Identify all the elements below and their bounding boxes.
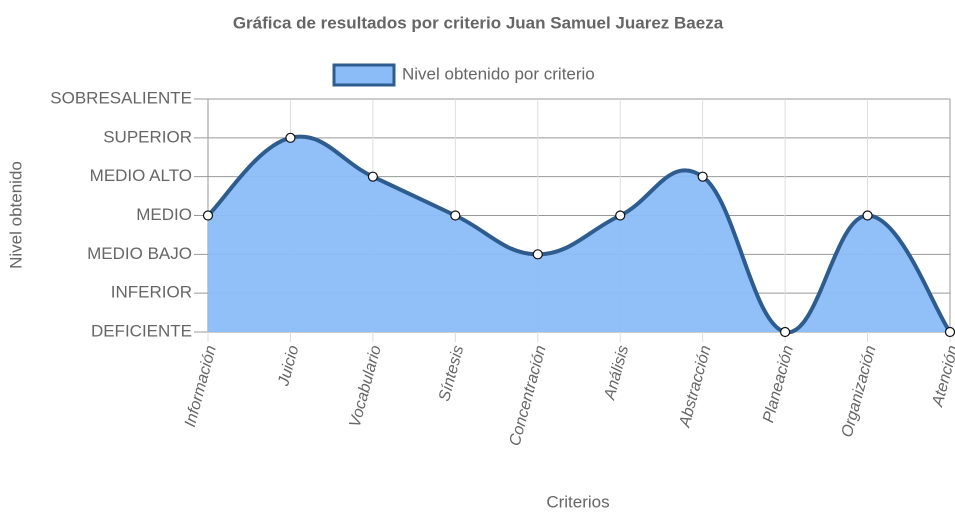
x-tick-label: Juicio <box>275 344 302 389</box>
chart-title: Gráfica de resultados por criterio Juan … <box>233 13 724 32</box>
y-tick-label: MEDIO ALTO <box>90 166 192 185</box>
y-tick-label: DEFICIENTE <box>91 321 192 340</box>
y-axis-title: Nivel obtenido <box>6 161 25 269</box>
point <box>780 326 791 338</box>
point <box>944 326 955 338</box>
x-tick-label: Vocabulario <box>347 344 385 430</box>
y-tick-label: SUPERIOR <box>103 127 192 146</box>
legend-swatch <box>332 63 396 87</box>
x-tick-label: Análisis <box>601 344 632 403</box>
x-tick-label: Abstracción <box>676 344 714 430</box>
point <box>532 249 543 260</box>
x-tick-label: Concentración <box>507 344 550 448</box>
point <box>285 132 296 143</box>
point <box>367 171 378 182</box>
x-tick-label: Organización <box>839 344 880 440</box>
point <box>697 171 708 182</box>
x-tick-label: Información <box>182 344 220 429</box>
x-tick-label: Planeación <box>760 344 797 425</box>
point <box>202 210 214 221</box>
y-tick-label: SOBRESALIENTE <box>50 88 192 107</box>
y-tick-label: MEDIO BAJO <box>87 244 192 263</box>
area <box>208 136 950 333</box>
x-tick-label: Síntesis <box>436 344 467 403</box>
y-tick-label: INFERIOR <box>111 283 192 302</box>
x-tick-label: Atención <box>929 344 955 410</box>
point <box>862 210 873 221</box>
point <box>615 210 626 221</box>
x-axis-title: Criterios <box>546 492 609 511</box>
point <box>450 210 461 221</box>
legend-label: Nivel obtenido por criterio <box>402 64 595 83</box>
y-tick-label: MEDIO <box>136 205 192 224</box>
